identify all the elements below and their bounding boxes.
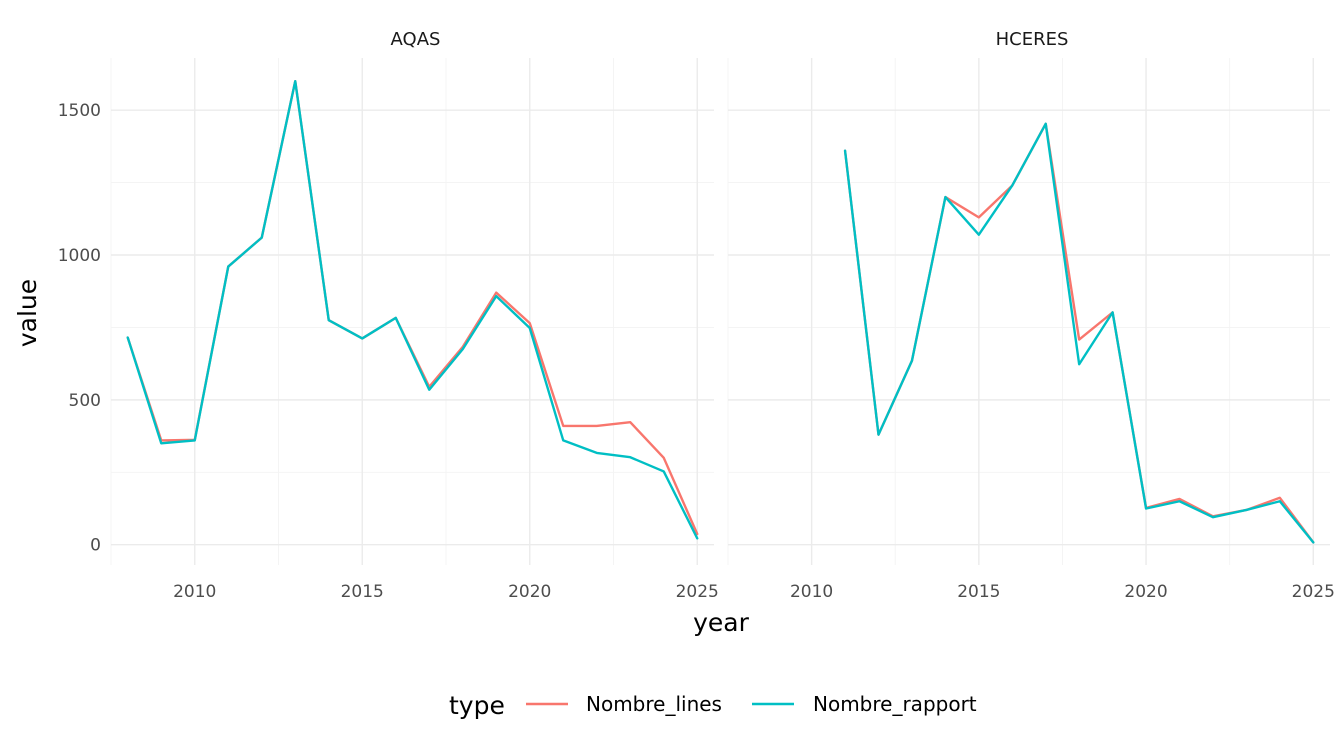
- x-tick-label: 2015: [957, 582, 1000, 602]
- legend-title: type: [449, 691, 505, 720]
- chart-panels: 0 500 1000 1500 AQAS 2010 2015 2020 2025 HCERES 20…: [58, 29, 1335, 602]
- x-tick-label: 2025: [676, 582, 719, 602]
- x-tick-label: 2015: [341, 582, 384, 602]
- x-tick-label: 2020: [1124, 582, 1167, 602]
- y-tick-label: 1500: [58, 101, 101, 121]
- panel-aqas: AQAS 2010 2015 2020 2025: [110, 29, 719, 602]
- facet-strip-label: AQAS: [391, 29, 441, 50]
- y-axis-ticks: 0 500 1000 1500: [58, 101, 101, 556]
- x-tick-label: 2010: [790, 582, 833, 602]
- legend-label-nombre-lines: Nombre_lines: [586, 692, 722, 716]
- legend: type Nombre_lines Nombre_rapport: [449, 691, 977, 720]
- panel-hceres: HCERES 2010 2015 2020 2025: [727, 29, 1335, 602]
- panel-background: [111, 58, 714, 565]
- x-tick-label: 2025: [1292, 582, 1335, 602]
- y-tick-label: 1000: [58, 246, 101, 266]
- y-axis-title: value: [13, 279, 42, 347]
- x-tick-label: 2010: [173, 582, 216, 602]
- x-tick-label: 2020: [508, 582, 551, 602]
- x-axis-title: year: [693, 608, 749, 637]
- facet-strip-label: HCERES: [996, 29, 1069, 50]
- y-tick-label: 500: [69, 391, 101, 411]
- y-tick-label: 0: [90, 536, 101, 556]
- series-line-nombre-rapport: [843, 122, 1315, 544]
- panel-background: [728, 58, 1330, 565]
- series-line-nombre-rapport: [126, 79, 699, 540]
- legend-label-nombre-rapport: Nombre_rapport: [813, 692, 977, 716]
